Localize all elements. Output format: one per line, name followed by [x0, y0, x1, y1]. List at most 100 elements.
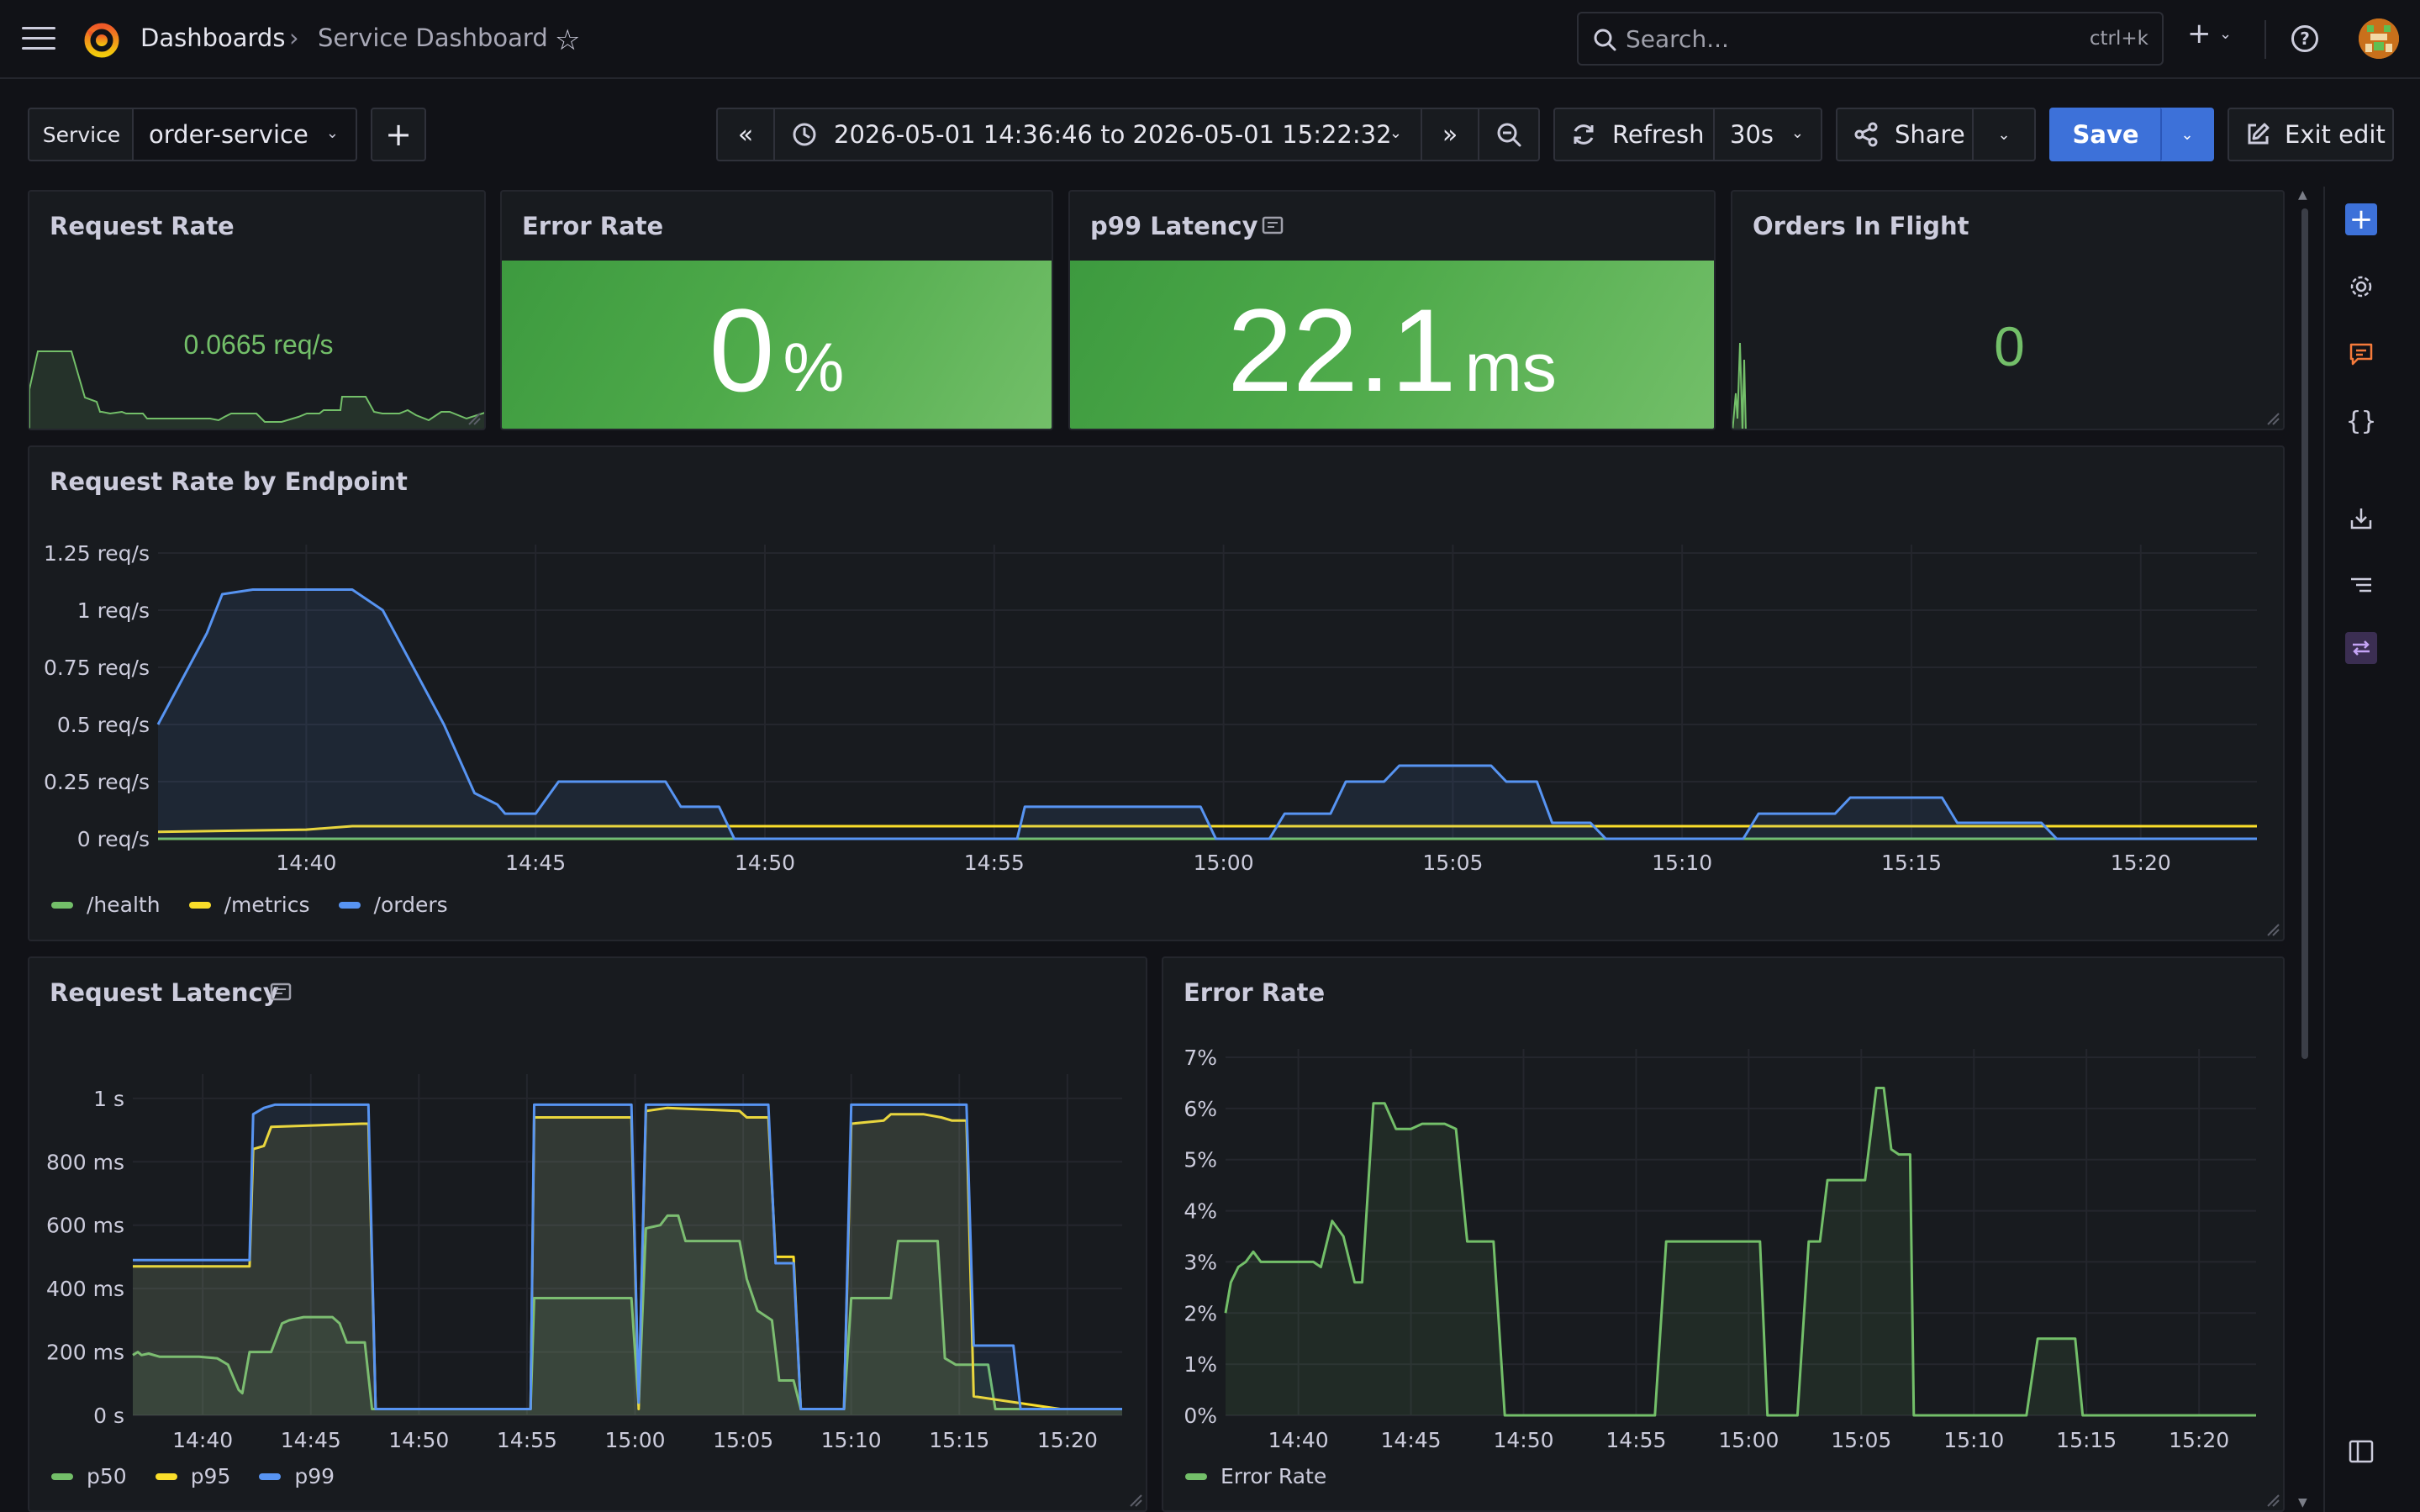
- settings-icon[interactable]: [2345, 271, 2377, 303]
- legend-item[interactable]: p99: [259, 1464, 335, 1488]
- series-line-p95: [133, 1106, 1122, 1410]
- x-tick-label: 15:05: [713, 1428, 773, 1452]
- panel-error-rate-chart[interactable]: Error Rate 7% 6% 5% 4% 3% 2% 1% 0% 14:40 14:45 14:…: [1162, 956, 2285, 1512]
- comment-icon[interactable]: [2345, 338, 2377, 370]
- legend-item[interactable]: /metrics: [188, 893, 310, 917]
- add-label: +: [385, 116, 412, 153]
- service-variable-value: order-service: [149, 120, 308, 149]
- chart-legend: p50 p95 p99: [51, 1464, 335, 1488]
- legend-item[interactable]: p50: [51, 1464, 127, 1488]
- x-tick-label: 14:40: [1268, 1428, 1329, 1452]
- avatar[interactable]: [2359, 18, 2399, 59]
- help-icon[interactable]: ?: [2291, 25, 2318, 52]
- legend-item[interactable]: /orders: [338, 893, 448, 917]
- y-tick-label: 400 ms: [46, 1277, 124, 1301]
- resize-handle-icon[interactable]: [1127, 1492, 1142, 1507]
- scroll-down-icon[interactable]: ▼: [2298, 1496, 2307, 1509]
- series-area-ErrorRate: [1226, 1088, 2256, 1415]
- save-button[interactable]: Save: [2049, 108, 2162, 161]
- refresh-interval-select[interactable]: 30s ⌄: [1713, 108, 1822, 161]
- panel-p99-latency[interactable]: p99 Latency 22.1 ms: [1068, 190, 1716, 430]
- resize-handle-icon[interactable]: [466, 410, 481, 425]
- y-tick-label: 600 ms: [46, 1214, 124, 1238]
- dock-panel-icon[interactable]: [2345, 1436, 2377, 1467]
- zoom-out-button[interactable]: [1478, 108, 1540, 161]
- y-tick-label: 3%: [1184, 1250, 1217, 1274]
- new-plus-icon[interactable]: +: [2187, 17, 2212, 50]
- x-tick-label: 14:45: [281, 1428, 341, 1452]
- time-shift-back-button[interactable]: «: [716, 108, 775, 161]
- legend-swatch: [188, 901, 211, 909]
- y-tick-label: 0.5 req/s: [57, 713, 150, 737]
- panel-request-rate[interactable]: Request Rate 0.0665 req/s: [28, 190, 486, 430]
- refresh-icon: [1574, 124, 1594, 145]
- service-variable-select[interactable]: order-service ⌄: [132, 108, 357, 161]
- scroll-up-icon[interactable]: ▲: [2298, 188, 2307, 202]
- import-icon[interactable]: [2345, 503, 2377, 535]
- exit-edit-button[interactable]: Exit edit: [2228, 108, 2394, 161]
- panel-error-rate-stat[interactable]: Error Rate 0%: [500, 190, 1053, 430]
- refresh-interval-value: 30s: [1730, 120, 1774, 149]
- save-options-button[interactable]: ⌄: [2160, 108, 2214, 161]
- legend-item[interactable]: /health: [51, 893, 161, 917]
- panel-orders-in-flight[interactable]: Orders In Flight 0: [1731, 190, 2285, 430]
- description-icon[interactable]: [1262, 215, 1285, 237]
- time-shift-forward-button[interactable]: »: [1421, 108, 1479, 161]
- chevron-down-icon: ⌄: [1997, 125, 2011, 144]
- request-rate-chart[interactable]: 1.25 req/s 1 req/s 0.75 req/s 0.5 req/s 0.25…: [29, 447, 2285, 941]
- divider: [2264, 20, 2266, 59]
- panel-request-latency[interactable]: Request Latency 1 s 800 ms 600 ms 400 ms 200…: [28, 956, 1147, 1512]
- share-options-button[interactable]: ⌄: [1972, 108, 2036, 161]
- refresh-button[interactable]: Refresh: [1553, 108, 1715, 161]
- legend-label: Error Rate: [1221, 1464, 1327, 1488]
- scrollbar-track[interactable]: ▲ ▼: [2298, 188, 2310, 1509]
- stat-number: 22.1: [1227, 284, 1457, 416]
- legend-item[interactable]: Error Rate: [1185, 1464, 1326, 1488]
- x-tick-label: 14:55: [1605, 1428, 1666, 1452]
- y-tick-label: 1 req/s: [77, 598, 150, 623]
- x-tick-label: 15:15: [1881, 851, 1942, 875]
- outline-icon[interactable]: [2345, 570, 2377, 602]
- x-tick-label: 14:45: [505, 851, 566, 875]
- stat-background: [502, 261, 1052, 429]
- legend-item[interactable]: p95: [155, 1464, 230, 1488]
- star-icon[interactable]: ☆: [555, 24, 581, 57]
- add-icon[interactable]: +: [2345, 203, 2377, 236]
- share-button[interactable]: Share: [1836, 108, 1974, 161]
- request-latency-chart[interactable]: 1 s 800 ms 600 ms 400 ms 200 ms 0 s 14:40 14:45…: [29, 958, 1147, 1512]
- edit-pane-rail: + {}: [2323, 187, 2394, 1512]
- description-icon[interactable]: [270, 982, 293, 1004]
- resize-handle-icon[interactable]: [2264, 1492, 2280, 1507]
- x-tick-label: 15:10: [821, 1428, 882, 1452]
- legend-swatch: [155, 1472, 177, 1480]
- series-line-p99: [133, 1103, 1122, 1410]
- y-tick-label: 1.25 req/s: [44, 541, 150, 566]
- scrollbar-thumb[interactable]: [2301, 208, 2308, 1059]
- legend-swatch: [51, 901, 73, 909]
- chevron-down-icon[interactable]: ⌄: [2219, 25, 2233, 43]
- y-tick-label: 0 req/s: [77, 827, 150, 851]
- edit-icon: [2248, 123, 2270, 145]
- panel-title: Error Rate: [1184, 978, 1326, 1007]
- json-icon[interactable]: {}: [2345, 406, 2377, 436]
- menu-icon[interactable]: [22, 27, 55, 52]
- breadcrumb-dashboards[interactable]: Dashboards: [140, 24, 286, 52]
- resize-handle-icon[interactable]: [2264, 410, 2280, 425]
- search-input[interactable]: [1626, 22, 2021, 55]
- panel-request-rate-by-endpoint[interactable]: Request Rate by Endpoint 1.25 req/s 1 req…: [28, 445, 2285, 941]
- grafana-logo-icon[interactable]: [82, 20, 121, 59]
- chart-legend: Error Rate: [1185, 1464, 1326, 1488]
- series-line-metrics: [157, 824, 2257, 834]
- error-rate-chart[interactable]: 7% 6% 5% 4% 3% 2% 1% 0% 14:40 14:45 14:50 14:55 15:0…: [1163, 958, 2285, 1512]
- add-variable-button[interactable]: +: [371, 108, 426, 161]
- series-area-p95: [133, 1108, 1122, 1415]
- time-range-picker[interactable]: 2026-05-01 14:36:46 to 2026-05-01 15:22:…: [773, 108, 1422, 161]
- chart-legend: /health/metrics/orders: [51, 893, 448, 917]
- share-icon: [1854, 122, 1878, 147]
- search-box[interactable]: ctrl+k: [1577, 12, 2164, 66]
- panel-title: Error Rate: [522, 212, 664, 240]
- transform-icon[interactable]: [2345, 632, 2377, 664]
- stat-number: 0: [709, 284, 775, 416]
- x-tick-label: 15:10: [1943, 1428, 2004, 1452]
- resize-handle-icon[interactable]: [2264, 921, 2280, 936]
